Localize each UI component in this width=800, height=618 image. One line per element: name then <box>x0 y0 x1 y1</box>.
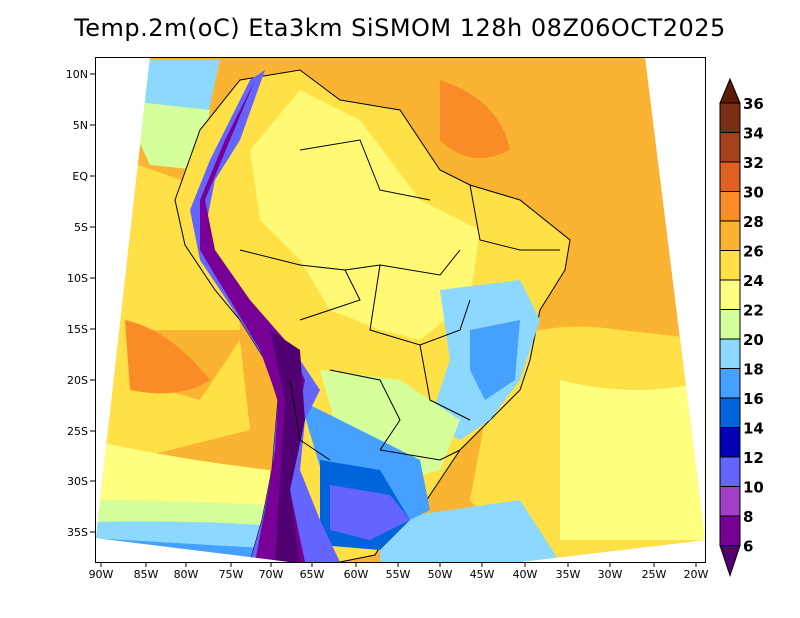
colorbar-tick-label: 28 <box>743 213 764 231</box>
colorbar-tick-label: 10 <box>743 479 764 497</box>
andes-cold-region <box>190 70 340 562</box>
colorbar-swatch <box>719 161 741 192</box>
lon-label: 30W <box>598 568 623 581</box>
colorbar-swatch <box>719 132 741 163</box>
lat-label: 15S <box>67 323 88 336</box>
lon-label: 35W <box>556 568 581 581</box>
map-frame <box>95 57 706 563</box>
lat-label: 25S <box>67 425 88 438</box>
lon-label: 60W <box>344 568 369 581</box>
lat-label: 10S <box>67 272 88 285</box>
colorbar-tick-label: 34 <box>743 125 764 143</box>
lon-label: 90W <box>89 568 114 581</box>
colorbar-min-arrow <box>719 545 741 578</box>
colorbar-swatch <box>719 102 741 133</box>
colorbar-tick-label: 6 <box>743 538 753 556</box>
temperature-field <box>96 57 705 562</box>
colorbar-swatch <box>719 338 741 369</box>
lon-label: 65W <box>300 568 325 581</box>
lat-label: 20S <box>67 374 88 387</box>
colorbar-tick-label: 30 <box>743 184 764 202</box>
lat-label: 5N <box>73 119 88 132</box>
colorbar-tick-label: 14 <box>743 420 764 438</box>
colorbar-swatch <box>719 250 741 281</box>
colorbar-swatch <box>719 427 741 458</box>
lon-label: 85W <box>134 568 159 581</box>
colorbar-legend: 36 34 32 30 28 26 24 22 20 18 16 14 12 10 8 6 <box>719 77 764 578</box>
colorbar-swatch <box>719 191 741 222</box>
lat-label: EQ <box>72 170 88 183</box>
lat-label: 10N <box>66 68 88 81</box>
colorbar-swatch <box>719 368 741 399</box>
colorbar-max-arrow <box>719 77 741 104</box>
colorbar-tick-label: 32 <box>743 154 764 172</box>
colorbar-tick-label: 26 <box>743 243 764 261</box>
colorbar-swatch <box>719 486 741 517</box>
longitude-axis: 90W 85W 80W 75W 70W 65W 60W 55W 50W 45W 40W 35W 30W 2… <box>89 562 709 581</box>
colorbar-tick-label: 18 <box>743 361 764 379</box>
lon-label: 25W <box>642 568 667 581</box>
lon-label: 80W <box>174 568 199 581</box>
colorbar-swatch <box>719 397 741 428</box>
lon-label: 75W <box>219 568 244 581</box>
lat-label: 5S <box>74 221 88 234</box>
lon-label: 40W <box>513 568 538 581</box>
latitude-axis: 10N 5N EQ 5S 10S 15S 20S 25S 30S 35S <box>66 68 96 539</box>
political-borders <box>239 139 560 461</box>
colorbar-tick-label: 8 <box>743 508 753 526</box>
colorbar-swatch <box>719 220 741 251</box>
colorbar-tick-label: 12 <box>743 449 764 467</box>
colorbar-swatch <box>719 309 741 340</box>
colorbar-tick-label: 20 <box>743 331 764 349</box>
lon-label: 55W <box>386 568 411 581</box>
colorbar-swatch <box>719 456 741 487</box>
colorbar-tick-label: 16 <box>743 390 764 408</box>
lat-label: 35S <box>67 526 88 539</box>
map-title: Temp.2m(oC) Eta3km SiSMOM 128h 08Z06OCT2… <box>74 14 726 42</box>
lon-label: 45W <box>470 568 495 581</box>
lon-label: 70W <box>259 568 284 581</box>
lon-label: 50W <box>428 568 453 581</box>
colorbar-tick-label: 22 <box>743 302 764 320</box>
colorbar-tick-label: 36 <box>743 95 764 113</box>
colorbar-swatch <box>719 279 741 310</box>
colorbar-tick-label: 24 <box>743 272 764 290</box>
lon-label: 20W <box>684 568 709 581</box>
lat-label: 30S <box>67 475 88 488</box>
colorbar-swatch <box>719 515 741 546</box>
